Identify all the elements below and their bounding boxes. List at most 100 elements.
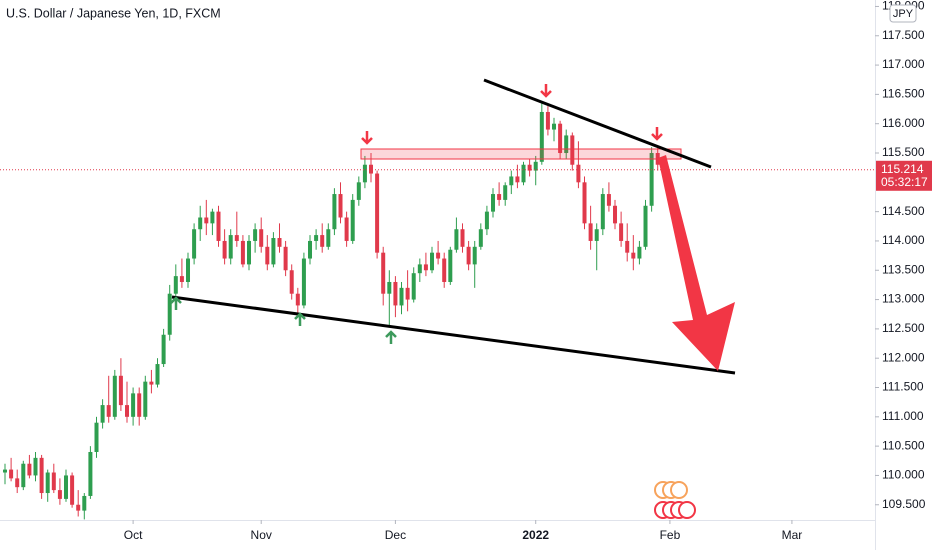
candle-body xyxy=(417,264,422,274)
y-tick-label: 110.000 xyxy=(882,468,925,482)
candle-body xyxy=(118,375,123,406)
candle-body xyxy=(356,182,361,200)
candle-body xyxy=(491,194,496,212)
candle-body xyxy=(15,478,20,488)
candle-body xyxy=(362,164,367,183)
candle-body xyxy=(314,235,319,241)
candle-body xyxy=(545,111,550,130)
candle-body xyxy=(338,194,343,218)
candle-body xyxy=(70,475,75,505)
candle-body xyxy=(332,194,337,230)
candle-body xyxy=(210,211,215,224)
event-icons xyxy=(654,481,696,519)
candle-body xyxy=(472,246,477,265)
x-tick-label: Oct xyxy=(124,528,143,542)
candle-body xyxy=(277,238,282,247)
candle-body xyxy=(198,217,203,230)
candle-body xyxy=(88,451,93,496)
candle-body xyxy=(173,276,178,294)
candle-body xyxy=(45,472,50,494)
candle-body xyxy=(82,495,87,511)
candle-body xyxy=(234,235,239,241)
currency-badge xyxy=(889,4,917,23)
candle-body xyxy=(204,217,209,224)
y-tick-label: 117.500 xyxy=(882,28,925,42)
candle-body xyxy=(265,246,270,265)
down-markers xyxy=(361,84,663,145)
candle-body xyxy=(466,246,471,265)
currency: JPY xyxy=(893,8,914,20)
big-down-arrow xyxy=(658,155,735,371)
candle-body xyxy=(442,258,447,282)
y-tick-label: 109.500 xyxy=(882,497,926,511)
candle-body xyxy=(295,293,300,306)
resistance-zone xyxy=(360,148,682,160)
candle-body xyxy=(594,229,599,241)
candle-body xyxy=(430,252,435,271)
candle-body xyxy=(637,246,642,259)
candle-body xyxy=(552,123,557,130)
candle-body xyxy=(527,164,532,171)
y-tick-label: 111.500 xyxy=(882,380,924,394)
x-tick-label: Mar xyxy=(782,528,803,542)
candle-body xyxy=(631,252,636,259)
countdown: 05:32:17 xyxy=(881,175,928,189)
y-tick-label: 114.000 xyxy=(882,233,925,247)
candle-body xyxy=(100,405,105,423)
candle-body xyxy=(179,276,184,282)
candle-body xyxy=(222,240,227,259)
candle-body xyxy=(393,281,398,306)
candle-body xyxy=(76,504,81,511)
plot xyxy=(0,103,875,520)
candle-body xyxy=(94,422,99,452)
candle-body xyxy=(625,240,630,253)
candle-body xyxy=(375,173,380,253)
candle-body xyxy=(240,240,245,265)
candle-body xyxy=(399,287,404,306)
candle-body xyxy=(606,194,611,206)
candle-body xyxy=(186,258,191,282)
candle-body xyxy=(143,381,148,417)
candle-body xyxy=(613,205,618,224)
candle-body xyxy=(27,463,32,476)
candle-body xyxy=(576,164,581,183)
y-tick-label: 116.500 xyxy=(882,87,925,101)
x-tick-label: Nov xyxy=(251,528,272,542)
candle-body xyxy=(271,238,276,265)
candle-body xyxy=(192,229,197,259)
candle-body xyxy=(405,287,410,300)
candle-body xyxy=(106,405,111,417)
candle-body xyxy=(539,111,544,162)
candle-body xyxy=(484,211,489,230)
up-markers xyxy=(170,296,397,344)
candle-body xyxy=(301,258,306,306)
candle-body xyxy=(33,457,38,476)
candle-body xyxy=(509,176,514,186)
candle-body xyxy=(582,182,587,224)
y-tick-label: 112.500 xyxy=(882,321,925,335)
y-tick-label: 113.500 xyxy=(882,262,925,276)
last-price-label: 115.214 xyxy=(881,162,924,176)
candle-body xyxy=(497,194,502,200)
candle-body xyxy=(436,252,441,259)
candle-body xyxy=(9,469,14,479)
y-tick-label: 116.000 xyxy=(882,116,925,130)
candle-body xyxy=(643,205,648,247)
last-price-badge xyxy=(876,160,932,191)
candle-body xyxy=(588,223,593,241)
candle-body xyxy=(57,490,62,499)
candle-body xyxy=(112,375,117,417)
candle-body xyxy=(131,393,136,417)
candle-body xyxy=(564,135,569,154)
candle-body xyxy=(320,235,325,247)
candle-body xyxy=(503,185,508,200)
candle-body xyxy=(51,472,56,491)
candle-body xyxy=(411,273,416,300)
candle-body xyxy=(515,176,520,183)
candle-body xyxy=(253,229,258,241)
candle-body xyxy=(137,393,142,417)
candle-body xyxy=(289,270,294,294)
candle-body xyxy=(39,457,44,494)
y-tick-label: 113.000 xyxy=(882,292,925,306)
